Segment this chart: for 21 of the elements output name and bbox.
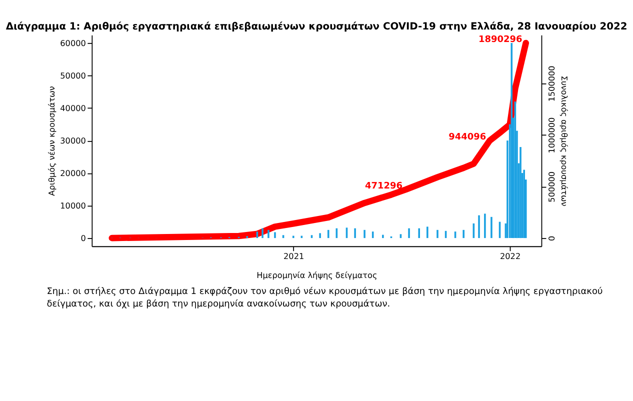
data-label: 1890296 (478, 35, 522, 46)
data-label: 471296 (364, 182, 402, 192)
y-tick-label: 50000 (60, 70, 86, 81)
x-axis-title: Ημερομηνία λήψης δείγματος (256, 270, 378, 280)
y2-tick-label: 1000000 (546, 117, 556, 154)
y2-tick-label: 500000 (546, 171, 556, 202)
y-tick-label: 30000 (60, 136, 86, 146)
text: Σημ.: οι στήλες στο Διάγραμμα 1 εκφράζουν τον αριθμό νέων κρουσμάτων με βάση την ημερομηνία λήψης εργαστηριακού δείγματος, και όχι με βάση την ημερομηνία ανακοίνωσης των κρουσμάτων. (46, 286, 603, 310)
y-tick-label: 0 (80, 233, 86, 244)
data-label: 944096 (448, 132, 486, 143)
x-tick-label: 2022 (500, 251, 521, 262)
y-tick-label: 40000 (60, 103, 86, 114)
y2-axis-title: Συνολικός αριθμός κρουσμάτων (560, 76, 570, 207)
y-tick-label: 10000 (60, 200, 86, 211)
y2-tick-label: 1500000 (546, 66, 556, 102)
x-tick-label: 2021 (284, 251, 304, 262)
y-tick-label: 20000 (60, 168, 86, 178)
y-axis-title: Αριθμός νέων κρουσμάτων (46, 86, 57, 196)
y2-tick-label: 0 (546, 236, 556, 242)
chart-title: Διάγραμμα 1: Αριθμός εργαστηριακά επιβεβαιωμένων κρουσμάτων COVID-19 στην Ελλάδα, 28 Ιανουαρίου 2022 (6, 21, 628, 32)
y-tick-label: 60000 (60, 38, 86, 48)
